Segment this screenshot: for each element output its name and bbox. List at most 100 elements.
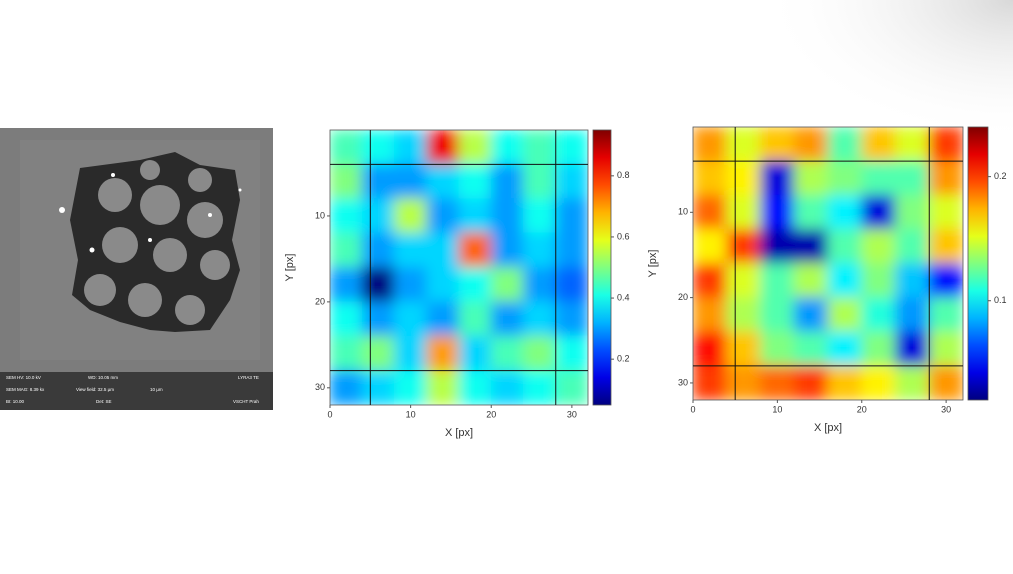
heatmap-cell bbox=[827, 263, 863, 299]
heatmap-cells bbox=[693, 127, 963, 400]
heatmap-cell bbox=[693, 263, 728, 299]
heatmap-cell bbox=[394, 370, 428, 405]
heatmap-cell bbox=[523, 163, 557, 200]
colorbar-tick-label: 0.6 bbox=[617, 231, 630, 241]
heatmap-cell bbox=[726, 331, 761, 367]
y-tick-label: 20 bbox=[315, 296, 325, 306]
colorbar-tick-label: 0.1 bbox=[994, 295, 1007, 305]
heatmap-cell bbox=[726, 228, 761, 264]
heatmap-cell bbox=[793, 297, 829, 333]
heatmap-cell bbox=[361, 301, 395, 337]
heatmap-cell bbox=[490, 267, 524, 303]
x-axis-label: X [px] bbox=[814, 422, 842, 434]
heatmap-cell bbox=[760, 160, 795, 196]
heatmap-cell bbox=[458, 163, 492, 200]
heatmap-cell bbox=[330, 163, 363, 200]
heatmap-cell bbox=[760, 194, 795, 230]
sem-info-text: Det: SE bbox=[96, 399, 112, 404]
x-tick-label: 0 bbox=[327, 409, 332, 419]
heatmap-cell bbox=[793, 331, 829, 367]
heatmap-cell bbox=[426, 301, 460, 337]
heatmap-cell bbox=[693, 160, 728, 196]
plot-frame bbox=[692, 126, 964, 401]
heatmap-cell bbox=[394, 301, 428, 337]
heatmap-cell bbox=[928, 331, 963, 367]
y-axis-label: Y [px] bbox=[647, 250, 659, 278]
heatmap-cell bbox=[555, 267, 588, 303]
heatmap-cell bbox=[895, 297, 930, 333]
heatmap-cell bbox=[555, 130, 588, 165]
colorbar-tick-label: 0.2 bbox=[617, 354, 630, 364]
y-axis-label: Y [px] bbox=[284, 254, 296, 282]
x-tick-label: 20 bbox=[486, 409, 496, 419]
heatmap-cell bbox=[361, 370, 395, 405]
heatmap-cell bbox=[394, 335, 428, 372]
heatmap-cell bbox=[490, 130, 524, 165]
heatmap-cell bbox=[861, 331, 896, 367]
heatmap-cell bbox=[895, 160, 930, 196]
sem-info-text: SEM MAG: 8.39 kx bbox=[6, 387, 45, 392]
heatmap-cell bbox=[827, 228, 863, 264]
heatmap-cell bbox=[928, 127, 963, 162]
heatmap-cell bbox=[330, 198, 363, 234]
heatmap-cell bbox=[861, 297, 896, 333]
heatmap-cell bbox=[693, 331, 728, 367]
heatmap-cell bbox=[693, 297, 728, 333]
heatmap-cell bbox=[895, 127, 930, 162]
heatmap-cell bbox=[426, 267, 460, 303]
heatmap-cell bbox=[330, 335, 363, 372]
heatmap-cell bbox=[693, 365, 728, 400]
heatmap-cell bbox=[394, 198, 428, 234]
sem-info-bar: SEM HV: 10.0 kV WD: 10.05 mm LYRA3 TE SEM M… bbox=[6, 375, 259, 404]
heatmap-cell bbox=[523, 335, 557, 372]
colorbar-tick-label: 0.2 bbox=[994, 171, 1007, 181]
heatmap-cell bbox=[555, 370, 588, 405]
heatmap-cell bbox=[523, 232, 557, 268]
heatmap-cell bbox=[523, 130, 557, 165]
plot-frame bbox=[329, 129, 589, 406]
heatmap-cell bbox=[861, 194, 896, 230]
heatmap-cell bbox=[726, 127, 761, 162]
heatmap-cell bbox=[928, 365, 963, 400]
heatmap-cell bbox=[895, 365, 930, 400]
colorbar-tick-label: 0.4 bbox=[617, 292, 630, 302]
x-tick-label: 0 bbox=[690, 404, 695, 414]
heatmap-cell bbox=[458, 370, 492, 405]
heatmap-cell bbox=[726, 365, 761, 400]
sem-image bbox=[0, 128, 273, 410]
heatmap-cell bbox=[490, 370, 524, 405]
heatmap-cell bbox=[895, 194, 930, 230]
heatmap-cell bbox=[928, 228, 963, 264]
heatmap-cell bbox=[426, 232, 460, 268]
heatmap-cell bbox=[361, 130, 395, 165]
heatmap-cell bbox=[426, 130, 460, 165]
heatmap-cell bbox=[361, 198, 395, 234]
heatmap-cell bbox=[760, 297, 795, 333]
sem-info-text: 10 µm bbox=[150, 387, 163, 392]
heatmap-cell bbox=[490, 198, 524, 234]
heatmap-cell bbox=[458, 130, 492, 165]
heatmap-cell bbox=[793, 365, 829, 400]
heatmap-cell bbox=[793, 228, 829, 264]
heatmap-cell bbox=[394, 232, 428, 268]
y-tick-label: 20 bbox=[678, 292, 688, 302]
heatmap-cell bbox=[726, 194, 761, 230]
heatmap-cell bbox=[555, 198, 588, 234]
heatmap-cell bbox=[861, 160, 896, 196]
heatmap-cell bbox=[726, 297, 761, 333]
heatmap-cell bbox=[693, 194, 728, 230]
heatmap-cell bbox=[726, 160, 761, 196]
heatmap-cell bbox=[458, 335, 492, 372]
heatmap-cell bbox=[458, 267, 492, 303]
heatmap-cell bbox=[827, 297, 863, 333]
sem-info-text: SEM HV: 10.0 kV bbox=[6, 375, 41, 380]
x-tick-label: 10 bbox=[406, 409, 416, 419]
heatmap-cell bbox=[861, 127, 896, 162]
sem-info-text: WD: 10.05 mm bbox=[88, 375, 118, 380]
heatmap-cell bbox=[928, 194, 963, 230]
y-tick-label: 30 bbox=[315, 382, 325, 392]
heatmap-cell bbox=[426, 198, 460, 234]
sem-info-text: BI: 10.00 bbox=[6, 399, 25, 404]
